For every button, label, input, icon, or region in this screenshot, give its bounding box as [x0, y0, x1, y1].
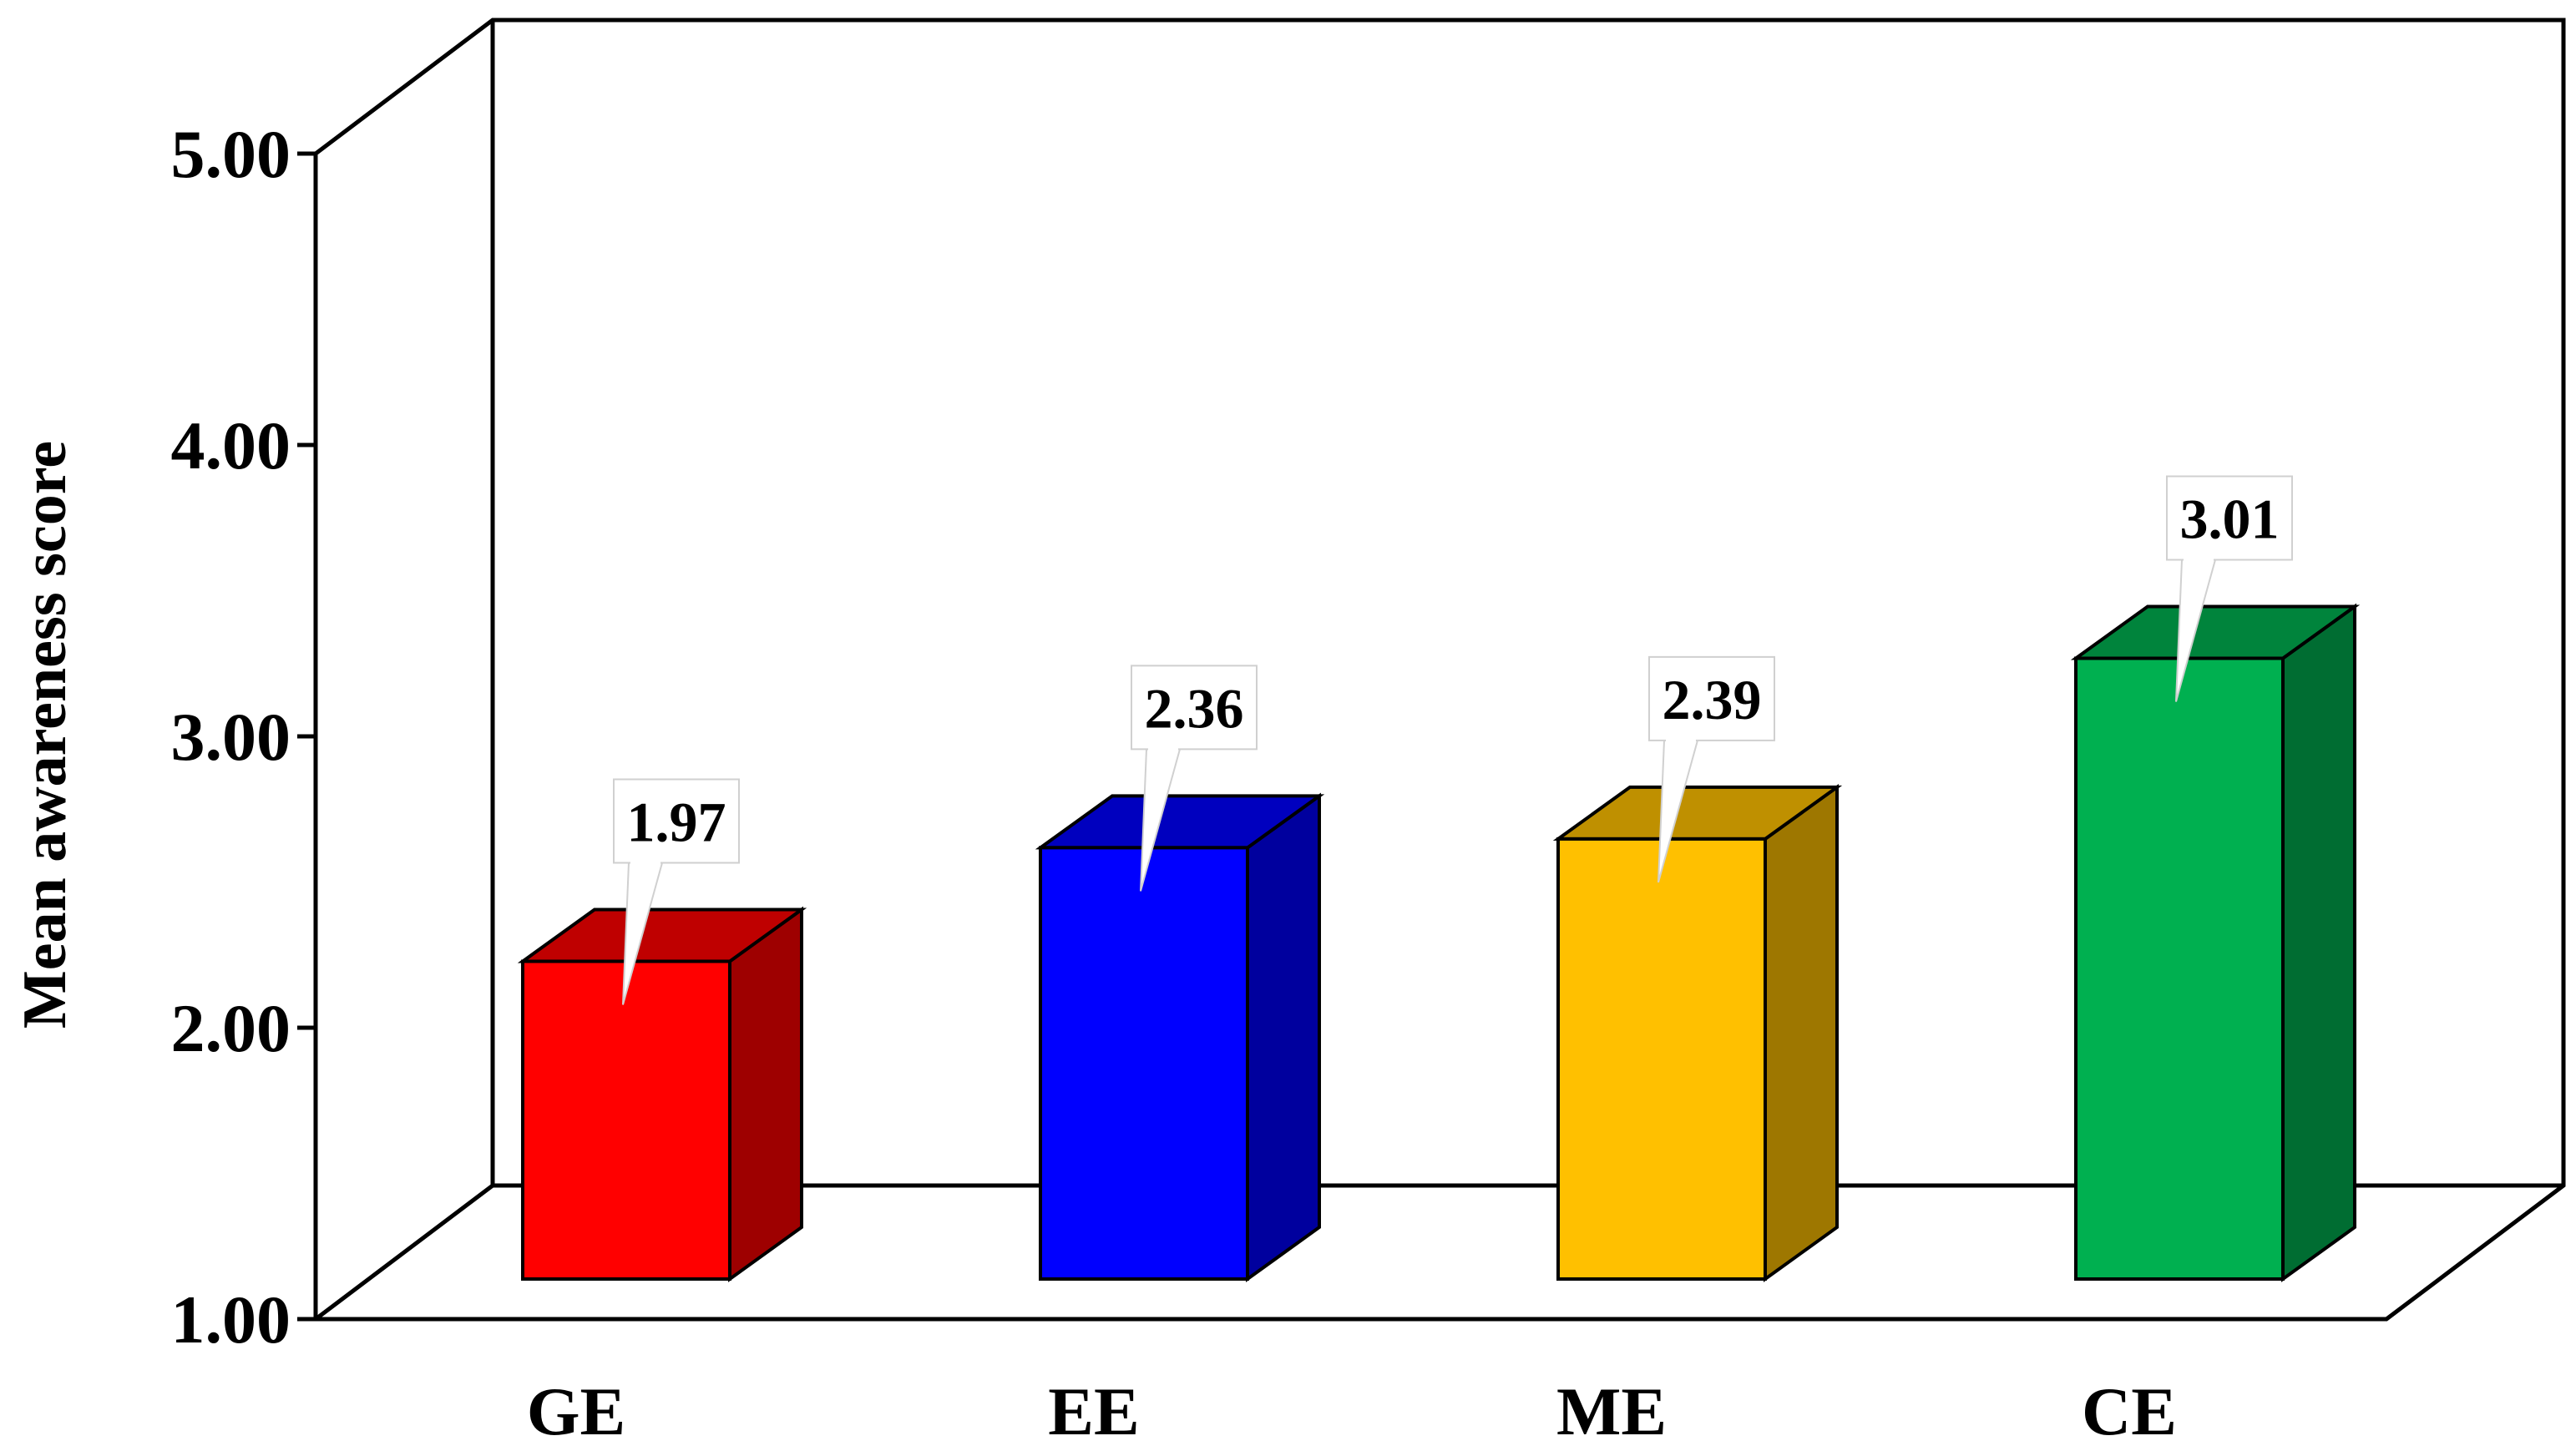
data-labels: 1.97 2.36 2.39 3.01 — [613, 475, 2293, 1005]
bars — [517, 603, 2361, 1282]
bar-ee — [1035, 792, 1325, 1282]
data-label-ge: 1.97 — [613, 778, 740, 1005]
data-label-text: 2.39 — [1663, 668, 1762, 731]
callout-gap — [630, 861, 660, 867]
x-tick-label: GE — [527, 1373, 625, 1449]
bar-front — [1039, 846, 1249, 1281]
bar-ce — [2070, 603, 2361, 1282]
y-tick-label: 4.00 — [171, 407, 291, 483]
bar-me — [1552, 783, 1843, 1282]
y-tick-label: 1.00 — [171, 1282, 291, 1357]
bar-ge — [517, 906, 807, 1282]
x-tick-label: EE — [1048, 1373, 1139, 1449]
data-label-ee: 2.36 — [1131, 665, 1258, 892]
data-label-text: 1.97 — [627, 790, 726, 853]
y-tick-label: 3.00 — [171, 699, 291, 775]
bar-side — [1764, 783, 1839, 1282]
bar-front — [2074, 656, 2285, 1281]
x-tick-label: ME — [1556, 1373, 1667, 1449]
bar-side — [2281, 603, 2356, 1282]
callout-gap — [1148, 747, 1178, 753]
data-label-text: 3.01 — [2180, 488, 2280, 551]
y-axis: 1.00 2.00 3.00 4.00 5.00 — [171, 116, 316, 1357]
x-tick-label: CE — [2082, 1373, 2177, 1449]
y-tick-label: 5.00 — [171, 116, 291, 192]
callout-box — [1131, 665, 1258, 751]
callout-gap — [1666, 738, 1696, 744]
y-tick-label: 2.00 — [171, 990, 291, 1066]
bar-front — [1556, 837, 1767, 1281]
bar-side — [728, 906, 803, 1282]
bar-front — [521, 959, 731, 1281]
data-label-text: 2.36 — [1145, 676, 1244, 740]
callout-gap — [2184, 558, 2214, 564]
data-label-ce: 3.01 — [2166, 475, 2293, 702]
y-axis-title: Mean awareness score — [11, 441, 79, 1029]
callout-box — [2166, 475, 2293, 561]
callout-box — [613, 778, 740, 864]
callout-box — [1648, 655, 1775, 741]
bar-side — [1246, 792, 1321, 1282]
data-label-me: 2.39 — [1648, 655, 1775, 883]
x-axis: GE EE ME CE — [527, 1373, 2177, 1449]
